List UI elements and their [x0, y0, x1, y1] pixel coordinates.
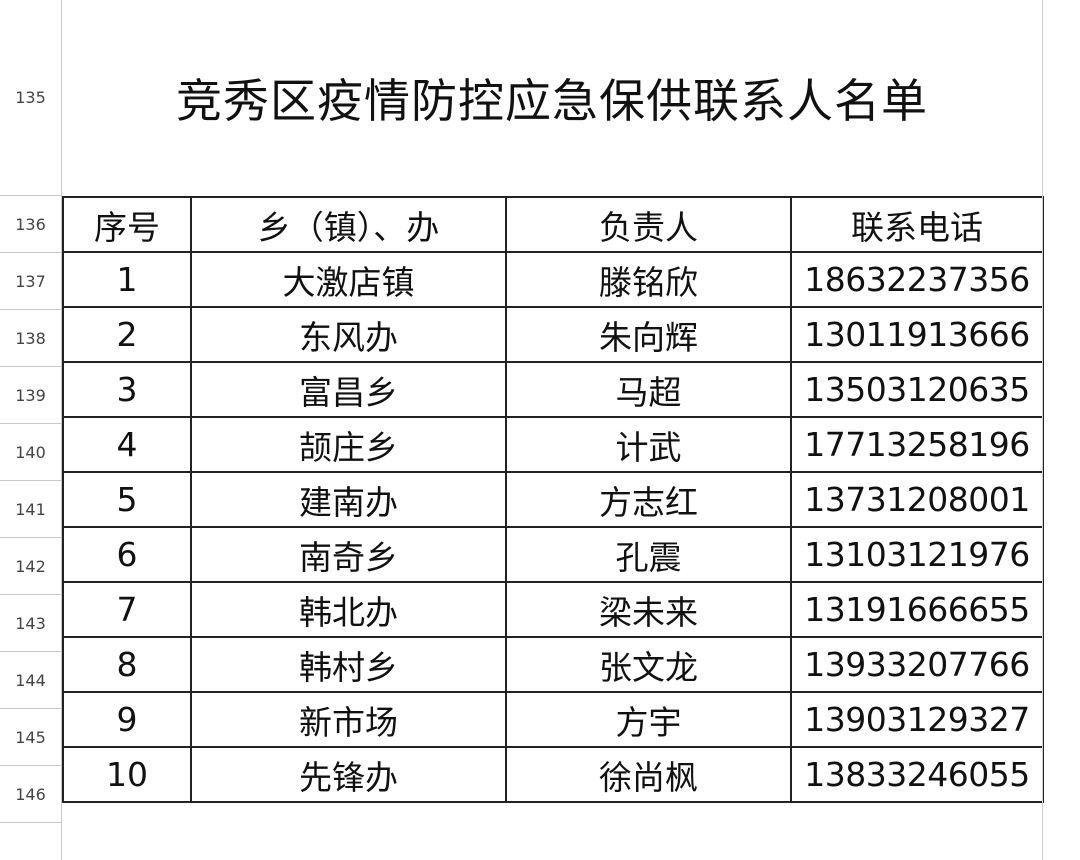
phone-cell[interactable]: 13731208001 — [790, 471, 1044, 528]
sheet-right-border — [1042, 0, 1043, 860]
row-header-138[interactable]: 138 — [0, 310, 62, 367]
row-header-147[interactable] — [0, 823, 62, 860]
index-cell[interactable]: 1 — [62, 251, 192, 308]
row-header-142[interactable]: 142 — [0, 538, 62, 595]
row-header-145[interactable]: 145 — [0, 709, 62, 766]
contact-person-cell[interactable]: 张文龙 — [505, 636, 792, 693]
table-row: 7 韩北办 梁未来 13191666655 — [62, 581, 1044, 638]
header-cell-phone[interactable]: 联系电话 — [790, 196, 1044, 253]
contact-person-cell[interactable]: 方志红 — [505, 471, 792, 528]
contact-table: 序号 乡（镇）、办 负责人 联系电话 1 大激店镇 滕铭欣 18632237356 2 东… — [62, 196, 1044, 803]
header-cell-contact-person[interactable]: 负责人 — [505, 196, 792, 253]
row-header-141[interactable]: 141 — [0, 481, 62, 538]
row-number: 136 — [15, 214, 46, 234]
row-number: 143 — [15, 613, 46, 633]
row-number: 135 — [15, 88, 46, 107]
row-header-140[interactable]: 140 — [0, 424, 62, 481]
index-cell[interactable]: 9 — [62, 691, 192, 748]
header-cell-index[interactable]: 序号 — [62, 196, 192, 253]
index-cell[interactable]: 5 — [62, 471, 192, 528]
township-cell[interactable]: 南奇乡 — [190, 526, 507, 583]
township-cell[interactable]: 建南办 — [190, 471, 507, 528]
row-header-144[interactable]: 144 — [0, 652, 62, 709]
table-row: 10 先锋办 徐尚枫 13833246055 — [62, 746, 1044, 803]
contact-person-cell[interactable]: 孔震 — [505, 526, 792, 583]
index-cell[interactable]: 4 — [62, 416, 192, 473]
contact-person-cell[interactable]: 梁未来 — [505, 581, 792, 638]
index-cell[interactable]: 6 — [62, 526, 192, 583]
contact-person-cell[interactable]: 马超 — [505, 361, 792, 418]
row-number: 144 — [15, 670, 46, 690]
row-header-146[interactable]: 146 — [0, 766, 62, 823]
table-row: 9 新市场 方宇 13903129327 — [62, 691, 1044, 748]
index-cell[interactable]: 10 — [62, 746, 192, 803]
phone-cell[interactable]: 13933207766 — [790, 636, 1044, 693]
row-header-137[interactable]: 137 — [0, 253, 62, 310]
row-number: 145 — [15, 727, 46, 747]
row-number: 146 — [15, 784, 46, 804]
table-row: 8 韩村乡 张文龙 13933207766 — [62, 636, 1044, 693]
header-cell-township[interactable]: 乡（镇）、办 — [190, 196, 507, 253]
contact-person-cell[interactable]: 朱向辉 — [505, 306, 792, 363]
row-header-135[interactable]: 135 — [0, 0, 62, 196]
phone-cell[interactable]: 13103121976 — [790, 526, 1044, 583]
phone-cell[interactable]: 13191666655 — [790, 581, 1044, 638]
phone-cell[interactable]: 13903129327 — [790, 691, 1044, 748]
phone-cell[interactable]: 17713258196 — [790, 416, 1044, 473]
contact-person-cell[interactable]: 徐尚枫 — [505, 746, 792, 803]
table-row: 6 南奇乡 孔震 13103121976 — [62, 526, 1044, 583]
row-number: 139 — [15, 385, 46, 405]
sheet-title[interactable]: 竞秀区疫情防控应急保供联系人名单 — [176, 74, 928, 128]
index-cell[interactable]: 3 — [62, 361, 192, 418]
row-header-136[interactable]: 136 — [0, 196, 62, 253]
row-number: 140 — [15, 442, 46, 462]
index-cell[interactable]: 7 — [62, 581, 192, 638]
contact-person-cell[interactable]: 方宇 — [505, 691, 792, 748]
township-cell[interactable]: 先锋办 — [190, 746, 507, 803]
phone-cell[interactable]: 13011913666 — [790, 306, 1044, 363]
index-cell[interactable]: 8 — [62, 636, 192, 693]
row-header-143[interactable]: 143 — [0, 595, 62, 652]
row-number: 137 — [15, 271, 46, 291]
township-cell[interactable]: 颉庄乡 — [190, 416, 507, 473]
township-cell[interactable]: 韩北办 — [190, 581, 507, 638]
index-cell[interactable]: 2 — [62, 306, 192, 363]
phone-cell[interactable]: 13503120635 — [790, 361, 1044, 418]
table-row: 1 大激店镇 滕铭欣 18632237356 — [62, 251, 1044, 308]
township-cell[interactable]: 韩村乡 — [190, 636, 507, 693]
contact-person-cell[interactable]: 滕铭欣 — [505, 251, 792, 308]
table-row: 2 东风办 朱向辉 13011913666 — [62, 306, 1044, 363]
table-row: 5 建南办 方志红 13731208001 — [62, 471, 1044, 528]
table-row: 4 颉庄乡 计武 17713258196 — [62, 416, 1044, 473]
contact-person-cell[interactable]: 计武 — [505, 416, 792, 473]
row-number: 141 — [15, 499, 46, 519]
township-cell[interactable]: 东风办 — [190, 306, 507, 363]
township-cell[interactable]: 大激店镇 — [190, 251, 507, 308]
phone-cell[interactable]: 13833246055 — [790, 746, 1044, 803]
table-header-row: 序号 乡（镇）、办 负责人 联系电话 — [62, 196, 1044, 253]
row-number: 142 — [15, 556, 46, 576]
table-row: 3 富昌乡 马超 13503120635 — [62, 361, 1044, 418]
township-cell[interactable]: 新市场 — [190, 691, 507, 748]
row-number: 138 — [15, 328, 46, 348]
phone-cell[interactable]: 18632237356 — [790, 251, 1044, 308]
row-header-139[interactable]: 139 — [0, 367, 62, 424]
township-cell[interactable]: 富昌乡 — [190, 361, 507, 418]
